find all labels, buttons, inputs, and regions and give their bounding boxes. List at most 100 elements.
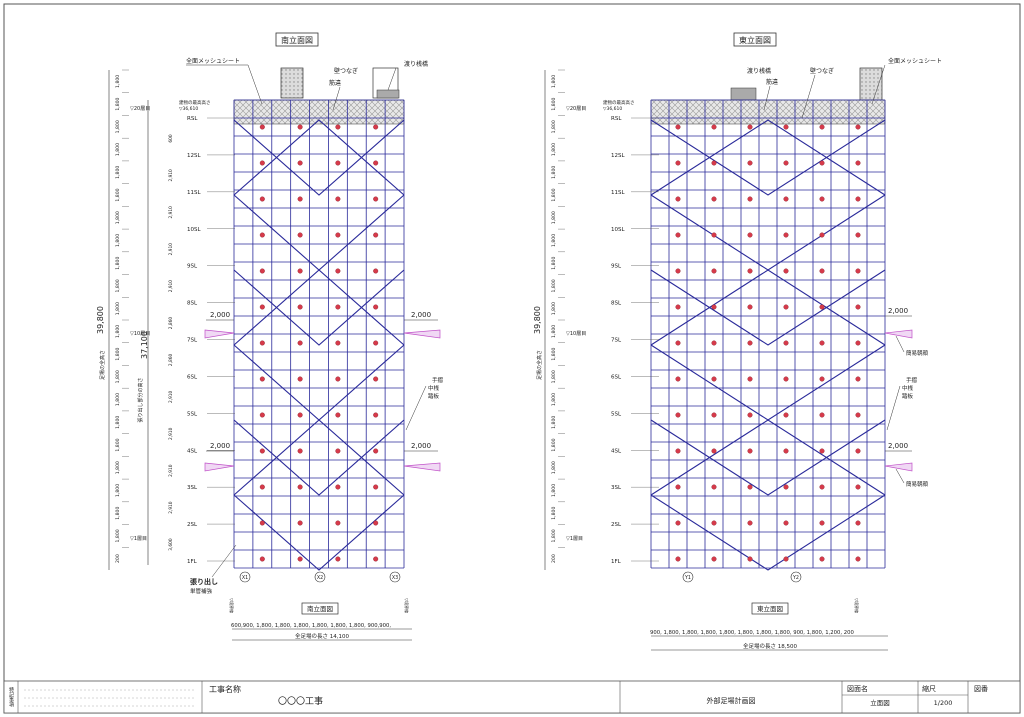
- wall-tie-dot: [783, 268, 789, 274]
- south-floor-heights: 600 2,910 2,910 2,910 2,910 2,860 2,860 2,910 2,…: [168, 134, 174, 551]
- left-dim: 1,800: [115, 393, 121, 406]
- wall-tie-dot: [855, 124, 861, 130]
- south-grid-markers: X1 X2 X3: [239, 571, 401, 583]
- floor-label: 8SL: [611, 301, 622, 307]
- south-scaffold-grid: [233, 99, 405, 571]
- wall-tie-dot: [747, 556, 753, 562]
- left-dim: 1,800: [115, 461, 121, 474]
- wall-tie-dot: [747, 196, 753, 202]
- left-dim: 1,800: [551, 529, 557, 542]
- brace: [233, 344, 405, 421]
- wall-tie-dot: [335, 304, 341, 310]
- south-callout-brace: 筋違: [329, 79, 341, 87]
- wall-tie-dot: [675, 376, 681, 382]
- south-overhang-width-2: 2,000: [411, 311, 431, 319]
- brace: [233, 119, 405, 196]
- left-dim: 1,800: [115, 347, 121, 360]
- left-dim: 200: [551, 554, 557, 563]
- wall-tie-dot: [783, 124, 789, 130]
- wall-tie-dot: [747, 376, 753, 382]
- wall-tie-dot: [335, 376, 341, 382]
- floor-height: 2,860: [168, 317, 174, 330]
- left-dim: 1,800: [551, 416, 557, 429]
- east-bottom-label: 東立面図: [757, 604, 783, 613]
- east-building-top-label: 建物の最高高さ: [603, 99, 635, 106]
- floor-label: 4SL: [187, 448, 198, 454]
- floor-label: 6SL: [611, 374, 622, 380]
- left-dim: 1,800: [551, 279, 557, 292]
- wall-tie-dot: [675, 160, 681, 166]
- east-callout-handrail-1: 手摺: [906, 376, 918, 384]
- south-overhang-width-3: 2,000: [210, 442, 230, 450]
- wall-tie-dot: [297, 520, 303, 526]
- south-callout-handrail-1: 手摺: [432, 376, 444, 384]
- floor-label: 12SL: [611, 153, 625, 159]
- wall-tie-dot: [819, 556, 825, 562]
- left-dim: 1,800: [551, 188, 557, 201]
- wall-tie-dot: [297, 304, 303, 310]
- floor-label: 2SL: [611, 522, 622, 528]
- brace: [233, 119, 405, 196]
- floor-label: 3SL: [187, 485, 198, 491]
- floor-label: 9SL: [187, 264, 198, 270]
- grid-marker-label: Y2: [792, 575, 799, 581]
- wall-tie-dot: [783, 484, 789, 490]
- wall-tie-dot: [675, 232, 681, 238]
- wall-tie-dot: [297, 160, 303, 166]
- wall-tie-dot: [373, 268, 379, 274]
- wall-tie-dot: [675, 340, 681, 346]
- east-callout-net-2: 簡易朝顔: [906, 480, 929, 488]
- south-building-top-value: ▽36,610: [179, 106, 198, 112]
- grid-marker-label: Y1: [684, 575, 691, 581]
- south-callout-tie: 壁つなぎ: [334, 67, 358, 75]
- south-total-height-label: 足場の全高さ: [99, 350, 106, 380]
- tb-project-label: 工事名称: [209, 684, 241, 694]
- wall-tie-dot: [711, 268, 717, 274]
- wall-tie-dot: [783, 376, 789, 382]
- south-bottom-label-box: [301, 602, 339, 615]
- left-dim: 1,800: [115, 438, 121, 451]
- south-projection-height: 37,100: [140, 331, 149, 359]
- wall-tie-dot: [819, 268, 825, 274]
- south-callout-handrail-2: 中桟: [428, 384, 440, 392]
- wall-tie-dot: [373, 376, 379, 382]
- east-total-height: 39,800: [533, 306, 542, 334]
- east-total-length: 全足場の長さ 18,500: [743, 642, 797, 650]
- wall-tie-dot: [711, 412, 717, 418]
- floor-label: 10SL: [611, 227, 625, 233]
- floor-label: 1FL: [611, 559, 622, 565]
- wall-tie-dot: [747, 268, 753, 274]
- wall-tie-dot: [783, 232, 789, 238]
- east-callout-handrail-3: 踏板: [902, 392, 914, 400]
- left-dim: 1,800: [551, 120, 557, 133]
- wall-tie-dot: [747, 160, 753, 166]
- floor-label: 1FL: [187, 559, 198, 565]
- east-total-height-label: 足場の全高さ: [536, 350, 543, 380]
- wall-tie-dot: [297, 448, 303, 454]
- grid-marker: [790, 571, 802, 583]
- wall-tie-dot: [783, 412, 789, 418]
- brace: [650, 194, 886, 271]
- left-dim: 1,800: [551, 257, 557, 270]
- floor-height: 2,910: [168, 206, 174, 219]
- south-callout-bridge: 渡り桟橋: [404, 60, 428, 68]
- grid-marker-label: X3: [392, 575, 398, 581]
- floor-height: 2,910: [168, 427, 174, 440]
- east-building-top-value: ▽36,610: [603, 106, 622, 112]
- wall-tie-dot: [297, 268, 303, 274]
- wall-tie-dot: [711, 484, 717, 490]
- wall-tie-dot: [675, 412, 681, 418]
- south-floor-labels: RSL 12SL 11SL 10SL 9SL 8SL 7SL 6SL 5SL 4SL 3SL 2SL 1…: [187, 116, 235, 565]
- left-dim: 1,800: [115, 279, 121, 292]
- wall-tie-dot: [373, 412, 379, 418]
- wall-tie-dot: [855, 448, 861, 454]
- south-bottom-label: 南立面図: [307, 604, 333, 613]
- wall-tie-dot: [819, 376, 825, 382]
- east-callout-handrail-2: 中桟: [902, 384, 914, 392]
- south-callout-handrail-3: 踏板: [428, 392, 440, 400]
- wall-tie-dot: [855, 304, 861, 310]
- wall-tie-dot: [855, 520, 861, 526]
- tb-drawing-name-label: 図面名: [847, 684, 868, 693]
- floor-label: 11SL: [187, 190, 201, 196]
- south-overhang-width-1: 2,000: [210, 311, 230, 319]
